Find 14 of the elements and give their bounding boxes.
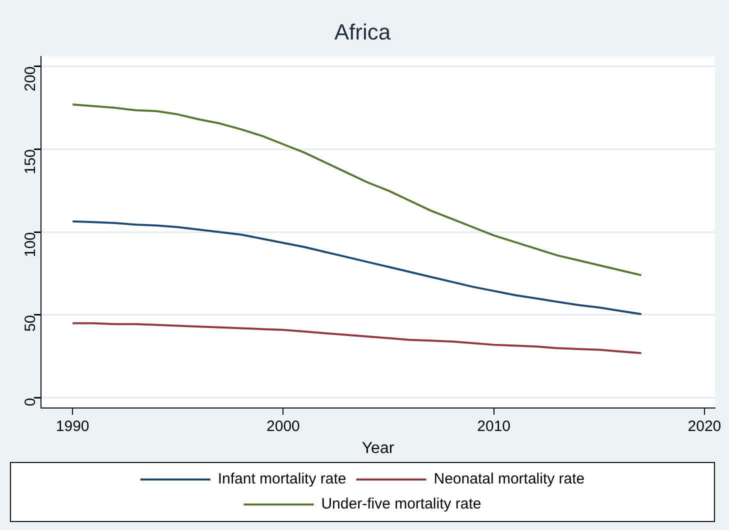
y-tick-label: 150: [22, 149, 40, 174]
x-tick-label: 2000: [266, 418, 300, 435]
x-tick-label: 2020: [688, 418, 722, 435]
legend-label: Neonatal mortality rate: [434, 470, 585, 488]
legend-label: Under-five mortality rate: [321, 496, 482, 513]
y-tick-label: 100: [22, 232, 40, 258]
legend-label: Infant mortality rate: [218, 470, 346, 488]
y-tick-label: 0: [22, 398, 40, 406]
x-tick-label: 2010: [477, 418, 511, 435]
chart-title: Africa: [334, 19, 392, 44]
y-tick-label: 50: [22, 314, 40, 332]
x-axis-title: Year: [362, 440, 395, 457]
y-tick-label: 200: [22, 66, 40, 92]
x-tick-label: 1990: [56, 418, 90, 435]
